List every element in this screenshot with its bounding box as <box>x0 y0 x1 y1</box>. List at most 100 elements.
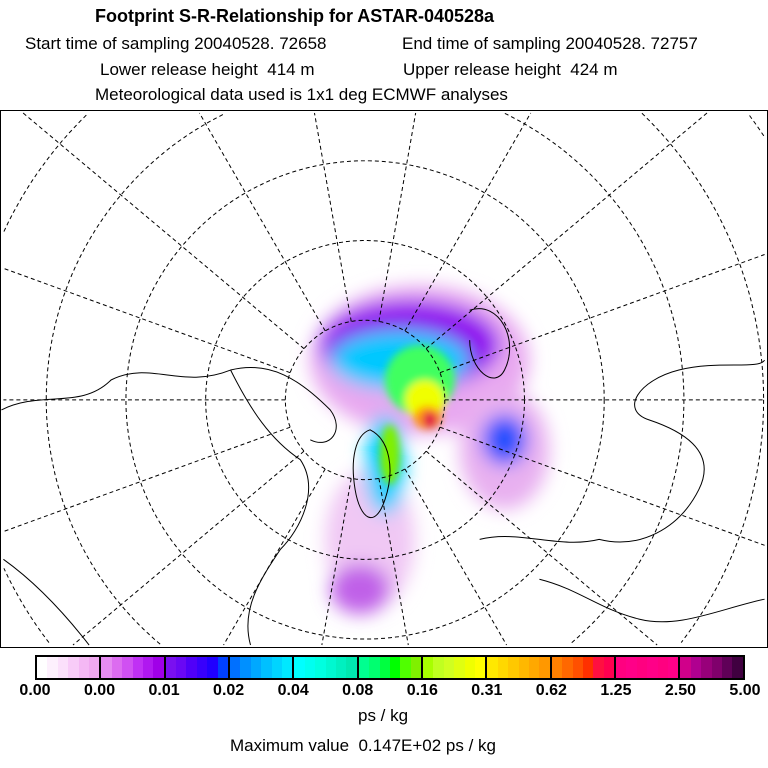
colorbar-swatch <box>657 657 669 678</box>
colorbar-swatch <box>389 657 401 678</box>
colorbar-swatch <box>176 657 187 678</box>
colorbar-swatch <box>369 657 380 678</box>
colorbar-tick-label: 0.00 <box>19 682 51 699</box>
met-data-info: Meteorological data used is 1x1 deg ECMW… <box>95 85 508 104</box>
colorbar-swatch <box>443 657 455 678</box>
start-time: Start time of sampling 20040528. 72658 <box>25 34 327 53</box>
colorbar-swatch <box>410 657 422 678</box>
colorbar-swatch <box>250 657 262 678</box>
colorbar-tick-label: 0.16 <box>406 682 438 699</box>
colorbar-tick-label: 0.01 <box>148 682 180 699</box>
latitude-circle <box>749 115 765 137</box>
meridian-line <box>404 112 532 332</box>
colorbar-swatch <box>142 657 154 678</box>
colorbar-swatch <box>539 657 550 678</box>
colorbar-swatch <box>678 657 691 678</box>
colorbar-swatch <box>722 657 733 678</box>
colorbar-swatch <box>636 657 648 678</box>
colorbar-swatch <box>122 657 133 678</box>
lower-release-height: Lower release height 414 m <box>100 60 315 79</box>
meridian-line <box>3 267 291 374</box>
latitude-circle <box>45 112 685 645</box>
meridian-line <box>313 112 352 322</box>
colorbar-swatch <box>732 657 743 678</box>
colorbar-swatch <box>549 657 563 678</box>
colorbar-swatch <box>228 657 241 678</box>
colorbar-swatch <box>421 657 434 678</box>
meridian-line <box>404 468 508 646</box>
colorbar-swatch <box>47 657 58 678</box>
colorbar-swatch <box>346 657 357 678</box>
latitude-circle <box>125 160 605 640</box>
colorbar-swatch <box>57 657 69 678</box>
colorbar-swatch <box>475 657 486 678</box>
colorbar-tick-label: 0.04 <box>277 682 309 699</box>
meridian-line <box>22 112 305 350</box>
colorbar-tick-label: 0.08 <box>342 682 374 699</box>
colorbar-tick-label: 0.02 <box>213 682 245 699</box>
colorbar-swatch <box>325 657 336 678</box>
colorbar-swatch <box>281 657 293 678</box>
colorbar-swatch <box>485 657 498 678</box>
colorbar-swatch <box>356 657 370 678</box>
colorbar-tick-label: 0.00 <box>83 682 116 699</box>
upper-release-height: Upper release height 424 m <box>403 60 618 79</box>
colorbar-swatch <box>207 657 218 678</box>
colorbar-swatch <box>690 657 702 678</box>
meridian-line <box>425 112 708 350</box>
meridian-line <box>223 468 326 646</box>
colorbar-swatch <box>37 657 48 678</box>
colorbar-swatch <box>400 657 411 678</box>
colorbar-tick-label: 0.62 <box>535 682 567 699</box>
colorbar-swatch <box>508 657 519 678</box>
colorbar <box>35 655 745 680</box>
colorbar-tick-label: 0.31 <box>471 682 503 699</box>
figure-title: Footprint S-R-Relationship for ASTAR-040… <box>95 6 495 26</box>
colorbar-unit: ps / kg <box>358 706 409 725</box>
colorbar-swatch <box>163 657 177 678</box>
meridian-line <box>439 426 765 546</box>
colorbar-swatch <box>261 657 272 678</box>
colorbar-swatch <box>603 657 615 678</box>
coastlines <box>1 308 766 646</box>
colorbar-swatch <box>497 657 509 678</box>
colorbar-swatch <box>701 657 712 678</box>
colorbar-swatch <box>647 657 658 678</box>
colorbar-swatch <box>433 657 444 678</box>
meridian-line <box>378 478 409 646</box>
colorbar-tick-label: 1.25 <box>600 682 632 699</box>
meridian-line <box>3 426 291 533</box>
colorbar-swatch <box>379 657 390 678</box>
colorbar-swatch <box>582 657 594 678</box>
colorbar-swatch <box>711 657 722 678</box>
colorbar-swatch <box>572 657 583 678</box>
colorbar-swatch <box>68 657 79 678</box>
latitude-circle <box>3 112 765 643</box>
colorbar-swatch <box>626 657 637 678</box>
colorbar-swatch <box>132 657 143 678</box>
colorbar-swatch <box>196 657 208 678</box>
colorbar-tick-label: 5.00 <box>729 682 761 699</box>
meridian-line <box>198 112 326 332</box>
colorbar-swatch <box>217 657 229 678</box>
colorbar-swatch <box>186 657 197 678</box>
colorbar-swatch <box>99 657 112 678</box>
meridian-line <box>439 254 765 374</box>
colorbar-swatch <box>315 657 326 678</box>
end-time: End time of sampling 20040528. 72757 <box>402 34 698 53</box>
colorbar-swatch <box>271 657 282 678</box>
maximum-value: Maximum value 0.147E+02 ps / kg <box>230 736 496 755</box>
colorbar-swatch <box>668 657 679 678</box>
colorbar-swatch <box>304 657 316 678</box>
colorbar-swatch <box>240 657 251 678</box>
colorbar-swatch <box>292 657 305 678</box>
colorbar-swatch <box>614 657 627 678</box>
colorbar-swatch <box>593 657 604 678</box>
colorbar-swatch <box>518 657 529 678</box>
colorbar-tick-label: 2.50 <box>664 682 697 699</box>
colorbar-swatch <box>335 657 347 678</box>
colorbar-swatch <box>88 657 100 678</box>
colorbar-swatch <box>111 657 123 678</box>
lat-lon-grid <box>3 112 765 646</box>
